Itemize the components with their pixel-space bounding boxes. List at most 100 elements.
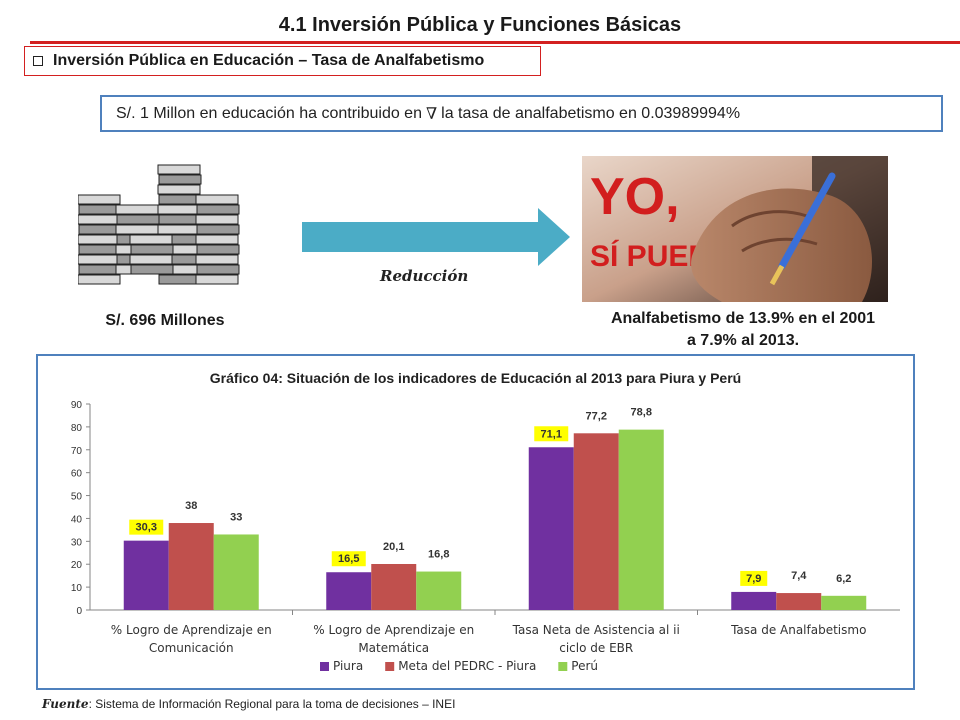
y-tick-label: 70	[71, 446, 83, 457]
banknote-bundle	[195, 194, 239, 205]
illiteracy-caption-line2: a 7.9% al 2013.	[686, 332, 800, 349]
banknote-bundle	[130, 264, 174, 275]
legend-label: Meta del PEDRC - Piura	[398, 659, 536, 673]
bar	[821, 595, 867, 610]
banknote-bundle	[78, 204, 122, 215]
bar	[776, 593, 822, 610]
x-tick-label: Matemática	[358, 641, 429, 655]
y-tick-label: 40	[71, 514, 83, 525]
bar	[326, 572, 372, 610]
data-label: 38	[185, 500, 197, 512]
data-label: 78,8	[631, 407, 652, 419]
photo-text-yo: YO,	[590, 168, 680, 226]
x-tick-label: % Logro de Aprendizaje en	[111, 623, 272, 637]
banknote-bundle	[158, 214, 202, 225]
x-tick-label: Comunicación	[149, 641, 234, 655]
money-stacks-icon	[78, 164, 240, 285]
statement-box: S/. 1 Millon en educación ha contribuido…	[100, 95, 943, 132]
bar	[731, 591, 777, 610]
y-tick-label: 20	[71, 560, 83, 571]
data-label-highlight	[740, 570, 768, 586]
banknote-bundle	[196, 244, 240, 255]
section-heading-text: Inversión Pública en Educación – Tasa de…	[53, 52, 485, 69]
x-tick-label: Tasa de Analfabetismo	[730, 623, 866, 637]
data-label: 7,9	[746, 573, 761, 585]
data-label: 20,1	[383, 541, 404, 553]
banknote-bundle	[78, 194, 121, 205]
data-label: 16,8	[428, 549, 449, 561]
banknote-bundle	[158, 174, 202, 185]
banknote-bundle	[157, 164, 201, 175]
illiteracy-caption: Analfabetismo de 13.9% en el 2001 a 7.9%…	[590, 308, 896, 352]
section-heading: Inversión Pública en Educación – Tasa de…	[24, 46, 541, 76]
banknote-bundle	[157, 204, 201, 215]
data-label-highlight	[331, 551, 366, 567]
banknote-bundle	[196, 264, 240, 275]
data-label: 30,3	[136, 522, 157, 534]
y-tick-label: 50	[71, 492, 83, 503]
banknote-bundle	[195, 274, 239, 285]
data-label: 16,5	[338, 553, 359, 565]
data-label: 33	[230, 511, 242, 523]
banknote-bundle	[157, 184, 201, 195]
banknote-bundle	[196, 204, 240, 215]
data-label: 7,4	[791, 570, 807, 582]
data-label: 6,2	[836, 573, 851, 585]
data-label-highlight	[534, 426, 569, 442]
slide-title: 4.1 Inversión Pública y Funciones Básica…	[278, 14, 682, 36]
banknote-bundle	[78, 224, 122, 235]
banknote-bundle	[78, 214, 121, 225]
bar	[213, 534, 259, 610]
legend-label: Piura	[333, 659, 363, 673]
chart-frame: Gráfico 04: Situación de los indicadores…	[36, 354, 915, 690]
banknote-bundle	[158, 194, 202, 205]
banknote-bundle	[78, 264, 122, 275]
y-tick-label: 30	[71, 537, 83, 548]
statement-part2: la tasa de analfabetismo en 0.03989994%	[441, 104, 741, 122]
data-label: 77,2	[586, 410, 607, 422]
banknote-bundle	[78, 244, 122, 255]
banknote-bundle	[196, 224, 240, 235]
title-rule	[30, 41, 960, 44]
reduction-arrow-icon	[302, 208, 570, 266]
banknote-bundle	[78, 234, 121, 245]
source-label: Fuente	[42, 697, 89, 711]
y-tick-label: 10	[71, 583, 83, 594]
banknote-bundle	[78, 274, 121, 285]
legend-swatch	[320, 662, 329, 671]
legend-label: Perú	[571, 659, 598, 673]
y-tick-label: 80	[71, 423, 83, 434]
bar	[371, 563, 417, 610]
bar	[123, 540, 169, 610]
banknote-bundle	[158, 274, 202, 285]
bar	[168, 523, 214, 610]
banknote-bundle	[195, 234, 239, 245]
investment-caption: S/. 696 Millones	[105, 312, 225, 329]
banknote-bundle	[78, 254, 121, 265]
y-tick-label: 60	[71, 469, 83, 480]
x-tick-label: ciclo de EBR	[559, 641, 633, 655]
illiteracy-caption-line1: Analfabetismo de 13.9% en el 2001	[610, 310, 876, 327]
banknote-bundle	[130, 244, 174, 255]
legend-swatch	[385, 662, 395, 671]
literacy-campaign-photo: YO, SÍ PUEDO	[582, 156, 888, 302]
bar	[416, 571, 462, 610]
data-label-highlight	[129, 519, 164, 535]
statement-part1: S/. 1 Millon en educación ha contribuido…	[116, 104, 422, 122]
banknote-bundle	[115, 204, 159, 215]
data-label: 71,1	[541, 428, 562, 440]
y-tick-label: 90	[71, 400, 83, 411]
source-note: Fuente: Sistema de Información Regional …	[42, 697, 455, 711]
banknote-bundle	[116, 214, 160, 225]
y-tick-label: 0	[76, 606, 82, 617]
banknote-bundle	[195, 254, 239, 265]
x-tick-label: % Logro de Aprendizaje en	[313, 623, 474, 637]
bar	[528, 447, 574, 610]
bar	[618, 429, 664, 610]
banknote-bundle	[195, 214, 239, 225]
checkbox-bullet-icon	[33, 56, 43, 66]
bar	[573, 433, 619, 610]
bar-chart: 0 10 20 30 40 50 60 70 80 90 30,3 38 33 % Logro de Ap…	[71, 400, 900, 673]
nabla-symbol: ∇	[425, 104, 438, 123]
banknote-bundle	[157, 224, 201, 235]
